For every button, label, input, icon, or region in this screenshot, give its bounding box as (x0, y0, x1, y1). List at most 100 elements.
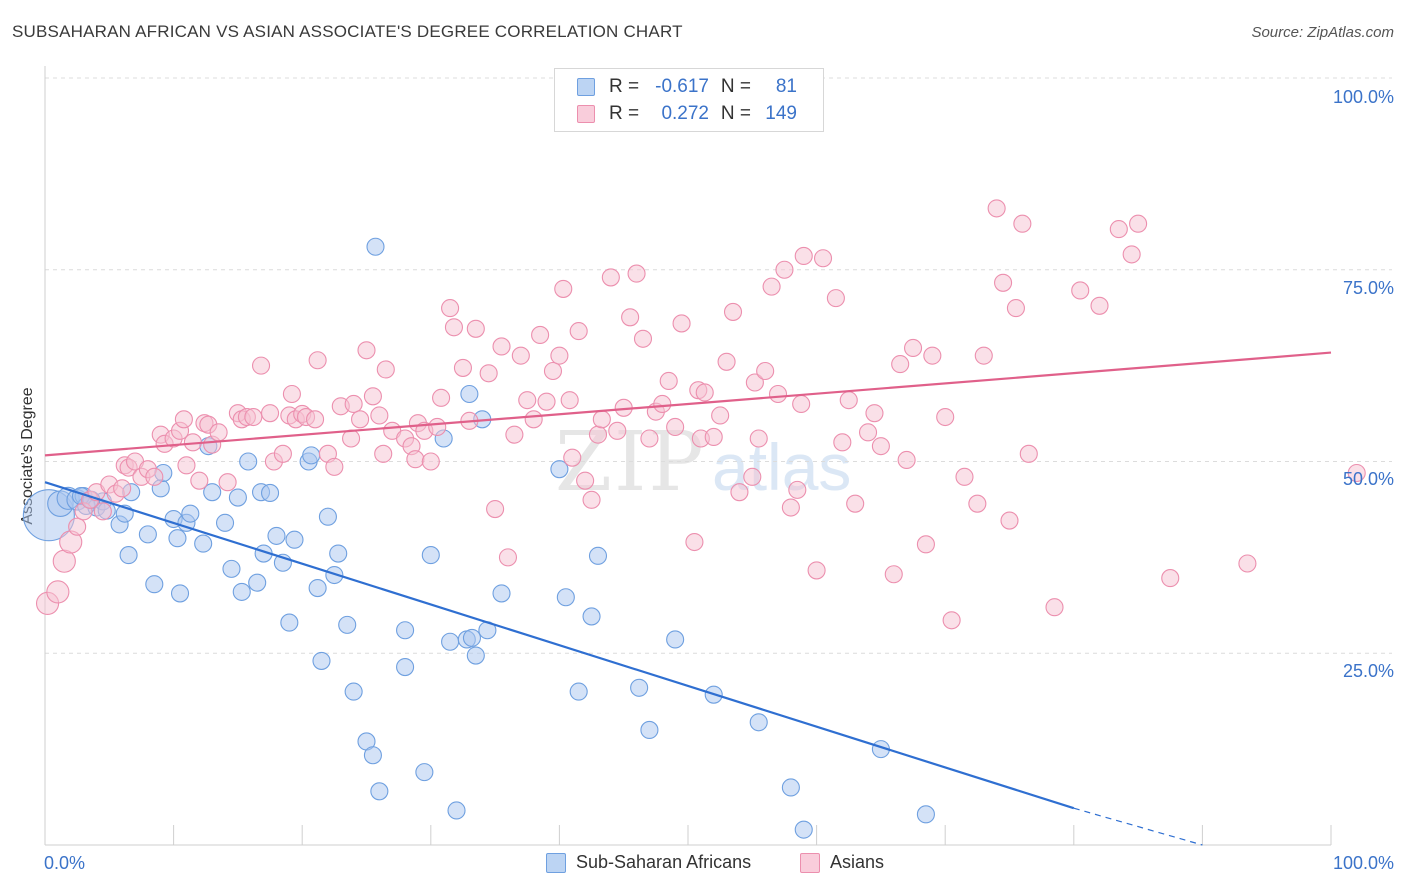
data-point (794, 820, 813, 839)
data-point (916, 535, 935, 554)
data-point (306, 410, 325, 429)
data-point (325, 457, 344, 476)
series-legend-asians[interactable]: Asians (800, 852, 884, 873)
data-point (588, 546, 608, 565)
data-point (190, 471, 209, 490)
data-point (312, 651, 331, 670)
data-point (351, 410, 370, 429)
legend-r-value: -0.617 (655, 76, 709, 97)
data-point (248, 573, 267, 592)
y-tick-label: 100.0% (1332, 87, 1394, 107)
legend-r-label: R = (609, 103, 640, 124)
data-point (608, 421, 627, 440)
data-point (730, 483, 749, 502)
data-point (486, 500, 505, 519)
data-point (653, 394, 672, 414)
data-point (685, 532, 704, 552)
data-point (428, 417, 447, 437)
data-point (466, 319, 485, 338)
data-point (406, 450, 425, 469)
data-point (119, 546, 138, 565)
data-point (444, 318, 463, 337)
data-point (222, 559, 241, 578)
x-tick-label-min: 0.0% (44, 853, 86, 873)
data-point (640, 429, 659, 448)
data-point (218, 473, 237, 492)
data-point (1161, 569, 1180, 588)
data-point (370, 782, 389, 801)
legend-row-asians: R = 0.272 N = 149 (577, 101, 797, 127)
data-point (194, 534, 213, 553)
data-point (1129, 214, 1148, 233)
data-point (762, 277, 781, 296)
data-point (177, 456, 196, 475)
asian-points (35, 199, 1366, 630)
data-point (318, 507, 337, 526)
data-point (936, 407, 955, 427)
series-label: Sub-Saharan Africans (576, 852, 752, 872)
data-point (627, 264, 646, 283)
data-point (251, 356, 271, 375)
data-point (282, 384, 301, 404)
data-point (363, 746, 382, 765)
data-point (462, 628, 482, 647)
data-point (897, 450, 916, 470)
data-point (396, 621, 415, 640)
data-point (244, 407, 263, 427)
data-point (267, 526, 286, 545)
data-point (781, 498, 800, 517)
data-point (942, 611, 961, 630)
data-point (1109, 220, 1128, 239)
legend-swatch-pink (577, 105, 595, 123)
data-point (788, 480, 807, 499)
data-point (232, 582, 251, 601)
y-tick-label: 50.0% (1342, 469, 1394, 489)
data-point (858, 423, 878, 442)
legend-n-label: N = (720, 103, 751, 124)
data-point (366, 237, 385, 256)
data-point (891, 355, 910, 374)
data-point (511, 346, 530, 365)
data-point (537, 392, 556, 411)
data-point (228, 488, 247, 507)
data-point (871, 437, 890, 456)
sub-saharan-points (22, 237, 935, 839)
data-point (68, 517, 87, 536)
data-point (209, 423, 228, 442)
data-point (807, 561, 826, 580)
data-point (273, 444, 292, 463)
axes (44, 66, 1332, 846)
data-point (46, 580, 70, 604)
data-point (582, 607, 601, 626)
data-point (1013, 214, 1032, 233)
series-legend-sub-saharan[interactable]: Sub-Saharan Africans (546, 852, 751, 873)
x-tick-label-max: 100.0% (1332, 853, 1394, 873)
data-point (994, 273, 1013, 292)
data-point (285, 530, 304, 549)
data-point (145, 467, 164, 486)
data-point (563, 448, 582, 467)
data-point (453, 358, 473, 377)
data-point (396, 658, 415, 677)
data-point (531, 325, 550, 344)
data-point (498, 548, 518, 567)
data-point (1238, 554, 1257, 573)
data-point (113, 479, 132, 498)
y-tick-label: 75.0% (1342, 278, 1394, 298)
data-point (704, 427, 723, 447)
data-point (1045, 598, 1064, 617)
data-point (743, 467, 762, 486)
data-point (492, 584, 511, 603)
data-point (968, 494, 987, 513)
data-point (1019, 444, 1038, 463)
data-point (745, 373, 764, 392)
data-point (723, 302, 743, 321)
data-point (1006, 299, 1025, 318)
data-point (987, 199, 1006, 218)
data-point (775, 260, 794, 279)
sub-saharan-trend-extension (1073, 807, 1203, 846)
data-point (695, 383, 714, 402)
data-point (518, 391, 537, 410)
data-point (781, 778, 800, 797)
data-point (308, 579, 327, 598)
